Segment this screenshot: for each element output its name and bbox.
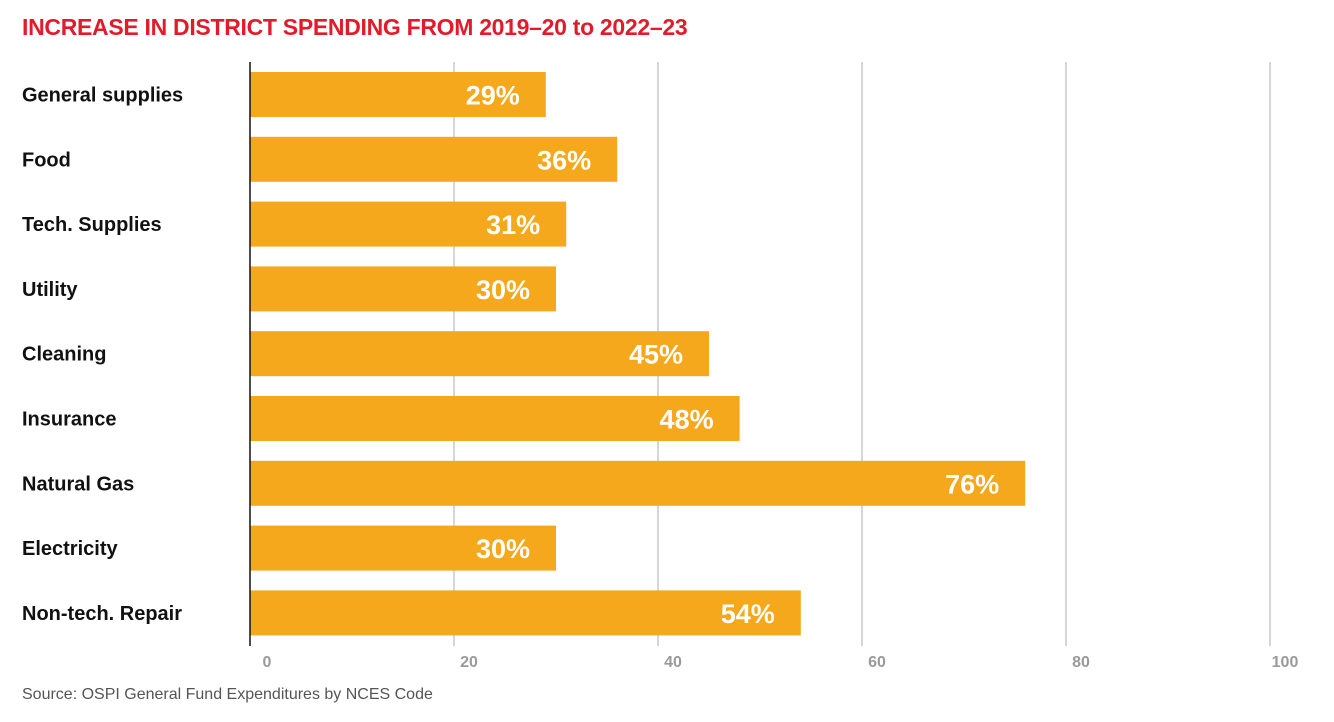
category-label: Utility bbox=[22, 279, 78, 301]
value-labels: 29% 36% 31% 30% 45% 48% 76% 30% 54% bbox=[466, 81, 999, 629]
value-label: 76% bbox=[945, 469, 999, 499]
x-tick-label: 80 bbox=[1072, 654, 1090, 671]
category-label: Natural Gas bbox=[22, 473, 134, 495]
value-label: 30% bbox=[476, 275, 530, 305]
x-tick-label: 40 bbox=[664, 654, 682, 671]
value-label: 29% bbox=[466, 81, 520, 111]
source-note: Source: OSPI General Fund Expenditures b… bbox=[22, 686, 433, 703]
bar bbox=[250, 201, 567, 247]
bar bbox=[250, 266, 556, 312]
category-labels: General supplies Food Tech. Supplies Utilit… bbox=[22, 85, 183, 625]
bar bbox=[250, 460, 1026, 506]
x-axis-tick-labels: 0 20 40 60 80 100 bbox=[263, 654, 1299, 671]
x-tick-label: 60 bbox=[868, 654, 886, 671]
category-label: Insurance bbox=[22, 409, 116, 431]
category-label: General supplies bbox=[22, 85, 183, 107]
value-label: 48% bbox=[660, 405, 714, 435]
bar bbox=[250, 396, 740, 441]
value-label: 31% bbox=[486, 210, 540, 240]
category-label: Cleaning bbox=[22, 344, 106, 366]
category-label: Electricity bbox=[22, 538, 118, 560]
bar bbox=[250, 136, 618, 182]
value-label: 54% bbox=[721, 599, 775, 629]
value-label: 36% bbox=[537, 145, 591, 175]
bar bbox=[250, 72, 546, 117]
bar bbox=[250, 525, 556, 571]
x-tick-label: 0 bbox=[263, 654, 272, 671]
x-tick-label: 20 bbox=[460, 654, 478, 671]
category-label: Tech. Supplies bbox=[22, 214, 162, 236]
bar bbox=[250, 331, 709, 377]
category-label: Non-tech. Repair bbox=[22, 603, 182, 625]
chart-title: INCREASE IN DISTRICT SPENDING FROM 2019–… bbox=[22, 14, 688, 40]
value-label: 30% bbox=[476, 534, 530, 564]
bars bbox=[250, 72, 1026, 636]
category-label: Food bbox=[22, 149, 71, 171]
x-tick-label: 100 bbox=[1272, 654, 1299, 671]
bar bbox=[250, 590, 801, 636]
value-label: 45% bbox=[629, 340, 683, 370]
